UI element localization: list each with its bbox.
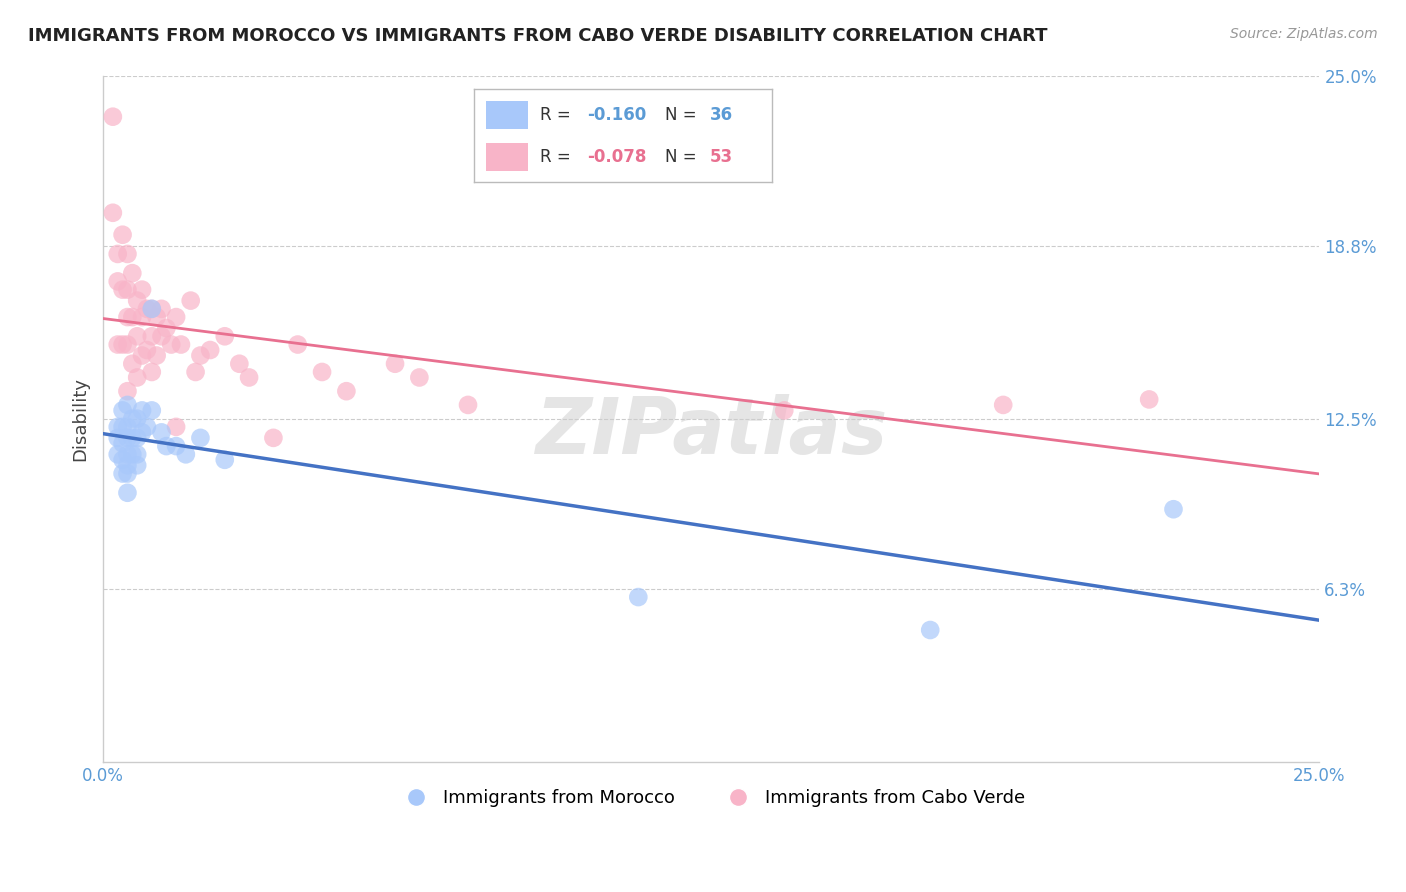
Point: [135, 343, 157, 357]
Point: [228, 357, 250, 371]
Point: [145, 310, 167, 324]
Point: [127, 370, 149, 384]
Text: Source: ZipAtlas.com: Source: ZipAtlas.com: [1230, 27, 1378, 41]
Point: [111, 227, 134, 242]
Point: [127, 329, 149, 343]
Point: [107, 247, 129, 261]
Point: [141, 301, 163, 316]
Point: [111, 452, 134, 467]
Point: [993, 398, 1015, 412]
Point: [117, 431, 139, 445]
Point: [262, 431, 284, 445]
Point: [107, 337, 129, 351]
Point: [127, 293, 149, 308]
Point: [121, 447, 143, 461]
Point: [141, 365, 163, 379]
Point: [117, 398, 139, 412]
Point: [141, 403, 163, 417]
Point: [121, 310, 143, 324]
Point: [184, 365, 207, 379]
Point: [174, 447, 197, 461]
Legend: Immigrants from Morocco, Immigrants from Cabo Verde: Immigrants from Morocco, Immigrants from…: [391, 782, 1032, 814]
Point: [135, 301, 157, 316]
Point: [121, 411, 143, 425]
Point: [135, 420, 157, 434]
Point: [165, 310, 187, 324]
Point: [311, 365, 333, 379]
Point: [131, 283, 153, 297]
Point: [117, 247, 139, 261]
Point: [180, 293, 202, 308]
Point: [141, 301, 163, 316]
Point: [101, 110, 124, 124]
Point: [1137, 392, 1160, 407]
Point: [1163, 502, 1185, 516]
Point: [155, 439, 177, 453]
Point: [111, 403, 134, 417]
Point: [107, 420, 129, 434]
Text: IMMIGRANTS FROM MOROCCO VS IMMIGRANTS FROM CABO VERDE DISABILITY CORRELATION CHA: IMMIGRANTS FROM MOROCCO VS IMMIGRANTS FR…: [28, 27, 1047, 45]
Point: [773, 403, 796, 417]
Point: [150, 301, 173, 316]
Point: [190, 431, 212, 445]
Point: [127, 458, 149, 473]
Y-axis label: Disability: Disability: [72, 376, 89, 460]
Point: [101, 206, 124, 220]
Point: [150, 425, 173, 440]
Point: [920, 623, 942, 637]
Point: [127, 431, 149, 445]
Point: [170, 337, 193, 351]
Point: [107, 274, 129, 288]
Point: [111, 283, 134, 297]
Point: [214, 452, 236, 467]
Point: [121, 357, 143, 371]
Point: [238, 370, 260, 384]
Point: [117, 310, 139, 324]
Point: [117, 467, 139, 481]
Point: [287, 337, 309, 351]
Point: [214, 329, 236, 343]
Point: [117, 337, 139, 351]
Point: [457, 398, 479, 412]
Point: [111, 467, 134, 481]
Point: [117, 283, 139, 297]
Point: [160, 337, 183, 351]
Point: [131, 403, 153, 417]
Point: [107, 431, 129, 445]
Point: [155, 321, 177, 335]
Point: [408, 370, 430, 384]
Point: [141, 329, 163, 343]
Point: [127, 411, 149, 425]
Point: [111, 337, 134, 351]
Point: [384, 357, 406, 371]
Point: [131, 349, 153, 363]
Point: [107, 447, 129, 461]
Point: [165, 420, 187, 434]
Point: [131, 310, 153, 324]
Point: [335, 384, 357, 399]
Point: [145, 349, 167, 363]
Point: [165, 439, 187, 453]
Point: [117, 384, 139, 399]
Point: [121, 266, 143, 280]
Point: [111, 420, 134, 434]
Point: [117, 447, 139, 461]
Point: [131, 425, 153, 440]
Point: [117, 458, 139, 473]
Point: [127, 447, 149, 461]
Point: [121, 431, 143, 445]
Point: [117, 420, 139, 434]
Point: [117, 485, 139, 500]
Text: ZIPatlas: ZIPatlas: [536, 394, 887, 470]
Point: [190, 349, 212, 363]
Point: [198, 343, 221, 357]
Point: [111, 436, 134, 450]
Point: [627, 590, 650, 604]
Point: [150, 329, 173, 343]
